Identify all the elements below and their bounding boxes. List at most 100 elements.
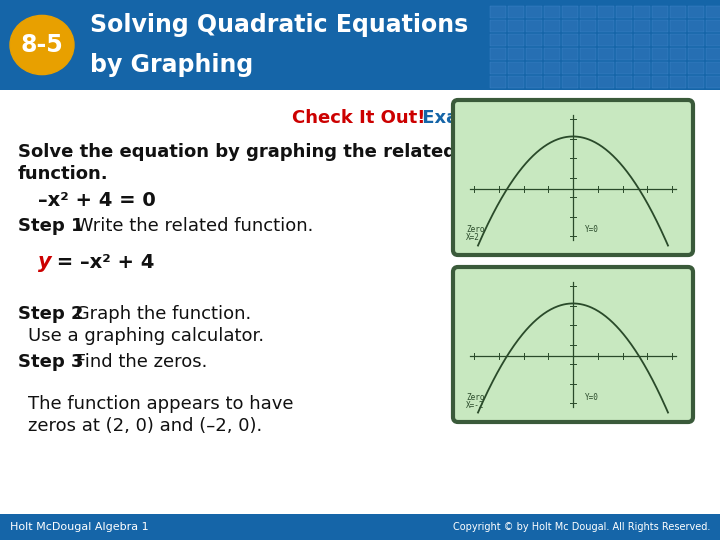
Text: Write the related function.: Write the related function. [70, 217, 313, 235]
Bar [652, 6, 668, 18]
Bar [634, 48, 650, 60]
Bar [580, 76, 596, 88]
Bar [580, 48, 596, 60]
Bar [580, 62, 596, 74]
Bar [706, 20, 720, 32]
Text: y: y [38, 252, 52, 272]
Bar [688, 6, 704, 18]
Text: Copyright © by Holt Mc Dougal. All Rights Reserved.: Copyright © by Holt Mc Dougal. All Right… [453, 522, 710, 532]
Text: function.: function. [18, 165, 109, 183]
Bar [490, 48, 506, 60]
Text: Use a graphing calculator.: Use a graphing calculator. [28, 327, 264, 345]
Bar [598, 34, 614, 46]
Bar [598, 76, 614, 88]
Text: Holt McDougal Algebra 1: Holt McDougal Algebra 1 [10, 522, 148, 532]
Bar [526, 48, 542, 60]
Bar [508, 76, 524, 88]
Bar [706, 62, 720, 74]
Bar [526, 6, 542, 18]
Ellipse shape [10, 16, 74, 75]
Bar [670, 48, 686, 60]
Text: Zero: Zero [466, 393, 485, 402]
Bar [634, 34, 650, 46]
Bar [652, 48, 668, 60]
Bar [670, 34, 686, 46]
Bar [688, 34, 704, 46]
Bar [490, 34, 506, 46]
Bar [490, 76, 506, 88]
Bar [490, 20, 506, 32]
Bar [562, 48, 578, 60]
Bar [508, 6, 524, 18]
Bar [508, 48, 524, 60]
Text: –x² + 4 = 0: –x² + 4 = 0 [38, 191, 156, 210]
Bar [544, 48, 560, 60]
Bar [616, 6, 632, 18]
Text: X=2: X=2 [466, 233, 480, 242]
Text: Step 1: Step 1 [18, 217, 84, 235]
Text: Check It Out! Example 1c: Check It Out! Example 1c [233, 109, 487, 127]
Text: Step 3: Step 3 [18, 353, 84, 371]
Bar [598, 48, 614, 60]
Bar [544, 76, 560, 88]
Text: Check It Out!: Check It Out! [292, 109, 426, 127]
Bar [562, 34, 578, 46]
Bar [670, 6, 686, 18]
Bar [526, 34, 542, 46]
Text: Zero: Zero [466, 226, 485, 234]
Text: 8-5: 8-5 [21, 33, 63, 57]
Bar [670, 76, 686, 88]
Bar [544, 6, 560, 18]
Bar [598, 62, 614, 74]
Bar [616, 20, 632, 32]
Bar [562, 76, 578, 88]
Bar [544, 62, 560, 74]
Text: = –x² + 4: = –x² + 4 [50, 253, 154, 272]
Bar [0, 0, 720, 90]
Bar [490, 62, 506, 74]
Bar [670, 62, 686, 74]
Bar [580, 20, 596, 32]
Bar [562, 62, 578, 74]
Text: X=-2: X=-2 [466, 401, 485, 409]
Bar [688, 20, 704, 32]
FancyBboxPatch shape [453, 100, 693, 255]
Bar [0, 514, 720, 540]
Bar [616, 76, 632, 88]
Bar [652, 62, 668, 74]
Bar [688, 48, 704, 60]
Bar [706, 48, 720, 60]
Bar [562, 20, 578, 32]
Bar [526, 62, 542, 74]
Bar [688, 76, 704, 88]
Bar [616, 48, 632, 60]
Text: Solving Quadratic Equations: Solving Quadratic Equations [90, 13, 468, 37]
Bar [580, 34, 596, 46]
Bar [652, 20, 668, 32]
Bar [598, 20, 614, 32]
Text: Y=0: Y=0 [585, 226, 598, 234]
Text: Example 1c: Example 1c [416, 109, 538, 127]
Text: Y=0: Y=0 [585, 393, 598, 402]
Bar [652, 34, 668, 46]
Bar [634, 6, 650, 18]
Bar [508, 34, 524, 46]
Bar [490, 6, 506, 18]
Text: Find the zeros.: Find the zeros. [70, 353, 207, 371]
Bar [508, 62, 524, 74]
Text: Solve the equation by graphing the related: Solve the equation by graphing the relat… [18, 143, 456, 161]
Text: Step 2: Step 2 [18, 305, 84, 323]
Bar [562, 6, 578, 18]
Bar [706, 76, 720, 88]
Bar [544, 20, 560, 32]
Bar [616, 34, 632, 46]
Bar [526, 76, 542, 88]
Text: zeros at (2, 0) and (–2, 0).: zeros at (2, 0) and (–2, 0). [28, 417, 262, 435]
Bar [652, 76, 668, 88]
Bar [688, 62, 704, 74]
Bar [526, 20, 542, 32]
Text: The function appears to have: The function appears to have [28, 395, 294, 413]
FancyBboxPatch shape [453, 267, 693, 422]
Bar [634, 76, 650, 88]
Bar [616, 62, 632, 74]
